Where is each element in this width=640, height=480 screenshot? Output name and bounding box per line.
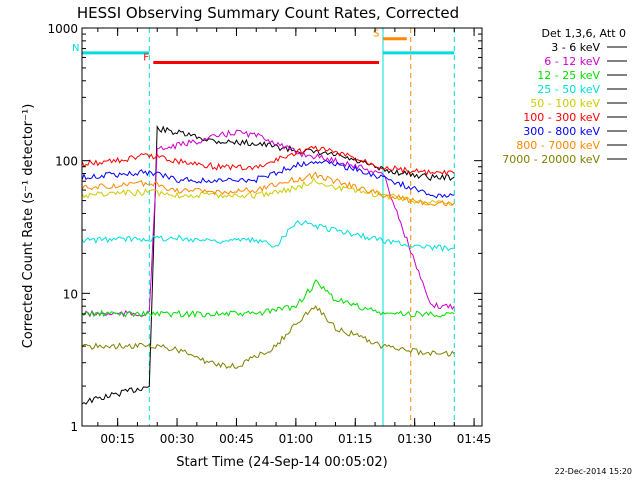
series-line-9 [81, 305, 455, 369]
flag-label-f: F [143, 52, 149, 63]
x-tick-label-1: 00:15 [100, 432, 135, 446]
x-tick-label-2: 00:30 [160, 432, 195, 446]
series-line-3 [81, 279, 455, 319]
legend-title: Det 1,3,6, Att 0 [542, 27, 626, 40]
legend-label-5: 50 - 100 keV [530, 97, 600, 110]
plot-marks: N F S [72, 28, 455, 426]
legend-label-3: 12 - 25 keV [537, 69, 600, 82]
series-line-1 [81, 125, 455, 405]
series-line-4 [81, 220, 455, 253]
legend-label-1: 3 - 6 keV [551, 41, 600, 54]
legend-label-6: 100 - 300 keV [523, 111, 600, 124]
flag-label-n: N [72, 43, 79, 54]
x-tick-label-7: 01:45 [457, 432, 492, 446]
legend-label-4: 25 - 50 keV [537, 83, 600, 96]
x-tick-label-3: 00:45 [219, 432, 254, 446]
y-axis-label: Corrected Count Rate (s⁻¹ detector⁻¹) [21, 104, 36, 349]
y-tick-label-1: 1 [70, 420, 78, 434]
legend-label-8: 800 - 7000 keV [516, 139, 600, 152]
x-axis-label: Start Time (24-Sep-14 00:05:02) [176, 455, 387, 470]
series-line-6 [81, 145, 455, 177]
plot-frame [81, 27, 483, 427]
legend-label-9: 7000 - 20000 keV [502, 153, 600, 166]
chart-title: HESSI Observing Summary Count Rates, Cor… [77, 4, 459, 22]
x-tick-label-4: 01:00 [279, 432, 314, 446]
legend-label-7: 300 - 800 keV [523, 125, 600, 138]
series-line-2 [81, 129, 455, 318]
series-line-8 [81, 171, 455, 207]
y-tick-label-2: 10 [63, 287, 78, 301]
y-tick-label-3: 100 [55, 155, 78, 169]
y-tick-label-4: 1000 [47, 22, 78, 36]
series-line-7 [81, 159, 455, 199]
series-line-5 [81, 177, 455, 206]
x-tick-label-6: 01:30 [397, 432, 432, 446]
legend-label-2: 6 - 12 keV [544, 55, 600, 68]
footer-date: 22-Dec-2014 15:20 [555, 467, 632, 476]
x-tick-label-5: 01:15 [338, 432, 373, 446]
flag-label-s: S [373, 29, 379, 40]
axes: 00:15 00:30 00:45 01:00 01:15 01:30 01:45 1 10 10… [47, 22, 491, 446]
